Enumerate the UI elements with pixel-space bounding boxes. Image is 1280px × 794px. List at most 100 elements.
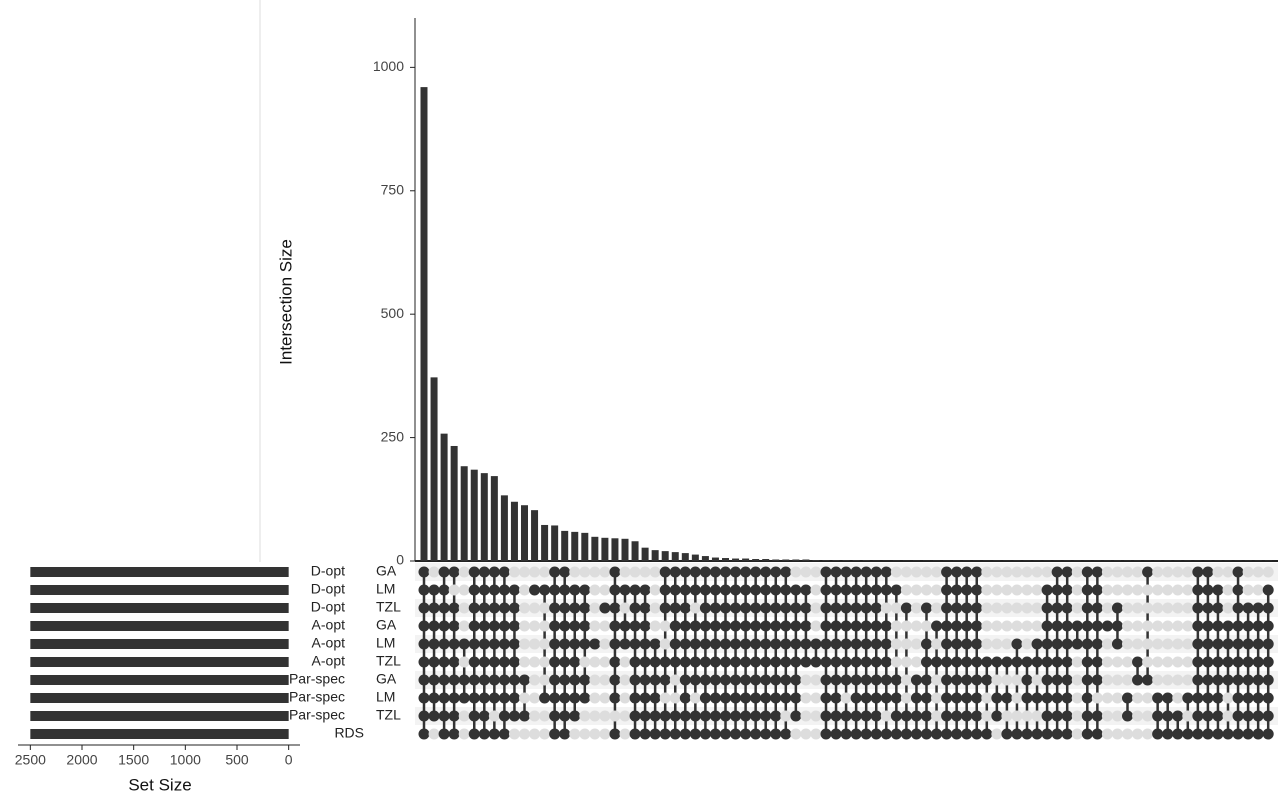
x-tick-label: 1000 (170, 752, 201, 768)
member-dot (1091, 710, 1103, 722)
member-dot (639, 656, 651, 668)
set-bar (30, 621, 289, 631)
empty-dot (1262, 566, 1274, 578)
member-dot (649, 710, 661, 722)
member-dot (689, 710, 701, 722)
member-dot (428, 674, 440, 686)
member-dot (609, 692, 621, 704)
member-dot (971, 584, 983, 596)
member-dot (1192, 728, 1204, 740)
empty-dot (539, 674, 551, 686)
member-dot (961, 674, 973, 686)
empty-dot (1122, 656, 1133, 668)
member-dot (1081, 674, 1093, 686)
member-dot (1091, 656, 1103, 668)
member-dot (780, 566, 792, 578)
member-dot (1132, 656, 1144, 668)
member-dot (870, 692, 882, 704)
member-dot (830, 728, 842, 740)
member-dot (1262, 602, 1274, 614)
member-dot (649, 674, 661, 686)
set-algo: TZL (376, 599, 401, 615)
y-tick-label: 750 (381, 181, 405, 197)
member-dot (750, 602, 762, 614)
member-dot (1041, 656, 1053, 668)
member-dot (880, 674, 892, 686)
empty-dot (589, 692, 601, 704)
empty-dot (508, 728, 520, 740)
empty-dot (1111, 674, 1123, 686)
member-dot (840, 638, 852, 650)
member-dot (559, 656, 571, 668)
y-axis-title: Intersection Size (276, 239, 295, 365)
member-dot (971, 602, 983, 614)
empty-dot (539, 602, 551, 614)
member-dot (820, 584, 832, 596)
bar (651, 550, 659, 561)
member-dot (1192, 674, 1204, 686)
bar (440, 433, 448, 561)
member-dot (740, 602, 752, 614)
empty-dot (599, 584, 611, 596)
empty-dot (1101, 566, 1113, 578)
empty-dot (539, 566, 551, 578)
member-dot (649, 656, 661, 668)
empty-dot (1122, 728, 1133, 740)
member-dot (569, 602, 581, 614)
empty-dot (569, 566, 581, 578)
member-dot (1252, 620, 1264, 632)
empty-dot (488, 710, 500, 722)
member-dot (1212, 674, 1224, 686)
set-bar (30, 657, 289, 667)
set-name: D-opt (311, 563, 345, 579)
empty-dot (1001, 620, 1013, 632)
member-dot (810, 656, 822, 668)
empty-dot (508, 566, 520, 578)
empty-dot (599, 692, 611, 704)
empty-dot (910, 638, 922, 650)
member-dot (780, 674, 792, 686)
empty-dot (529, 656, 541, 668)
member-dot (910, 728, 922, 740)
y-tick-label: 250 (381, 428, 405, 444)
member-dot (840, 620, 852, 632)
empty-dot (529, 638, 541, 650)
member-dot (448, 710, 460, 722)
member-dot (1091, 674, 1103, 686)
member-dot (498, 584, 510, 596)
bar (490, 476, 498, 561)
empty-dot (689, 602, 701, 614)
member-dot (1232, 638, 1244, 650)
empty-dot (1152, 638, 1164, 650)
member-dot (740, 710, 752, 722)
member-dot (770, 584, 782, 596)
empty-dot (589, 584, 601, 596)
member-dot (428, 656, 440, 668)
empty-dot (991, 566, 1003, 578)
empty-dot (790, 566, 802, 578)
member-dot (1262, 692, 1274, 704)
empty-dot (529, 728, 541, 740)
empty-dot (1101, 656, 1113, 668)
empty-dot (1172, 656, 1184, 668)
bar (842, 560, 850, 561)
empty-dot (589, 566, 601, 578)
member-dot (1202, 692, 1214, 704)
member-dot (629, 638, 641, 650)
member-dot (699, 674, 711, 686)
bar (581, 532, 589, 561)
member-dot (1202, 584, 1214, 596)
member-dot (579, 602, 591, 614)
empty-dot (800, 692, 812, 704)
member-dot (508, 620, 520, 632)
member-dot (790, 656, 802, 668)
empty-dot (1222, 584, 1234, 596)
empty-dot (1021, 620, 1033, 632)
empty-dot (991, 728, 1003, 740)
member-dot (679, 584, 691, 596)
member-dot (468, 728, 480, 740)
member-dot (709, 566, 721, 578)
member-dot (870, 620, 882, 632)
member-dot (900, 710, 912, 722)
empty-dot (900, 692, 912, 704)
